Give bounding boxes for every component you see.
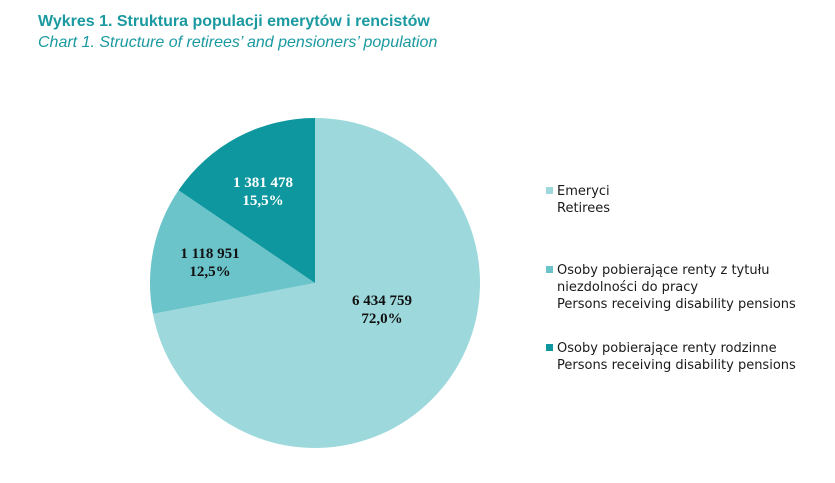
- legend-label-line: Osoby pobierające renty rodzinne: [557, 341, 777, 356]
- legend-label-line: niezdolności do pracy: [557, 280, 699, 295]
- legend-label: Osoby pobierające renty rodzinne Persons …: [557, 340, 796, 374]
- legend-label-line: Osoby pobierające renty z tytułu: [557, 263, 770, 278]
- legend-label-line: Persons receiving disability pensions: [557, 297, 796, 312]
- pie-slice: [178, 118, 315, 283]
- slice-value-label: 6 434 759: [352, 293, 412, 309]
- legend-label: Osoby pobierające renty z tytułu niezdoln…: [557, 262, 796, 313]
- pie-slice: [152, 118, 481, 448]
- slice-percent-label: 72,0%: [361, 311, 402, 327]
- legend-item: Osoby pobierające renty z tytułu niezdoln…: [546, 262, 796, 313]
- legend-item: Osoby pobierające renty rodzinne Persons …: [546, 340, 796, 374]
- legend-label-line: Persons receiving disability pensions: [557, 358, 796, 373]
- legend-label-line: Emeryci: [557, 184, 610, 199]
- legend-item: Emeryci Retirees: [546, 183, 610, 217]
- legend-swatch: [546, 344, 553, 351]
- legend-label-line: Retirees: [557, 201, 610, 216]
- legend-label: Emeryci Retirees: [557, 183, 610, 217]
- legend-swatch: [546, 187, 553, 194]
- chart-title-en: Chart 1. Structure of retirees’ and pens…: [38, 34, 438, 51]
- slice-value-label: 1 118 951: [180, 246, 239, 262]
- legend-swatch: [546, 266, 553, 273]
- slice-percent-label: 12,5%: [189, 264, 230, 280]
- slice-value-label: 1 381 478: [233, 175, 293, 191]
- chart-title-pl: Wykres 1. Struktura populacji emerytów i…: [38, 13, 430, 30]
- pie-slice: [150, 190, 315, 314]
- slice-percent-label: 15,5%: [242, 193, 283, 209]
